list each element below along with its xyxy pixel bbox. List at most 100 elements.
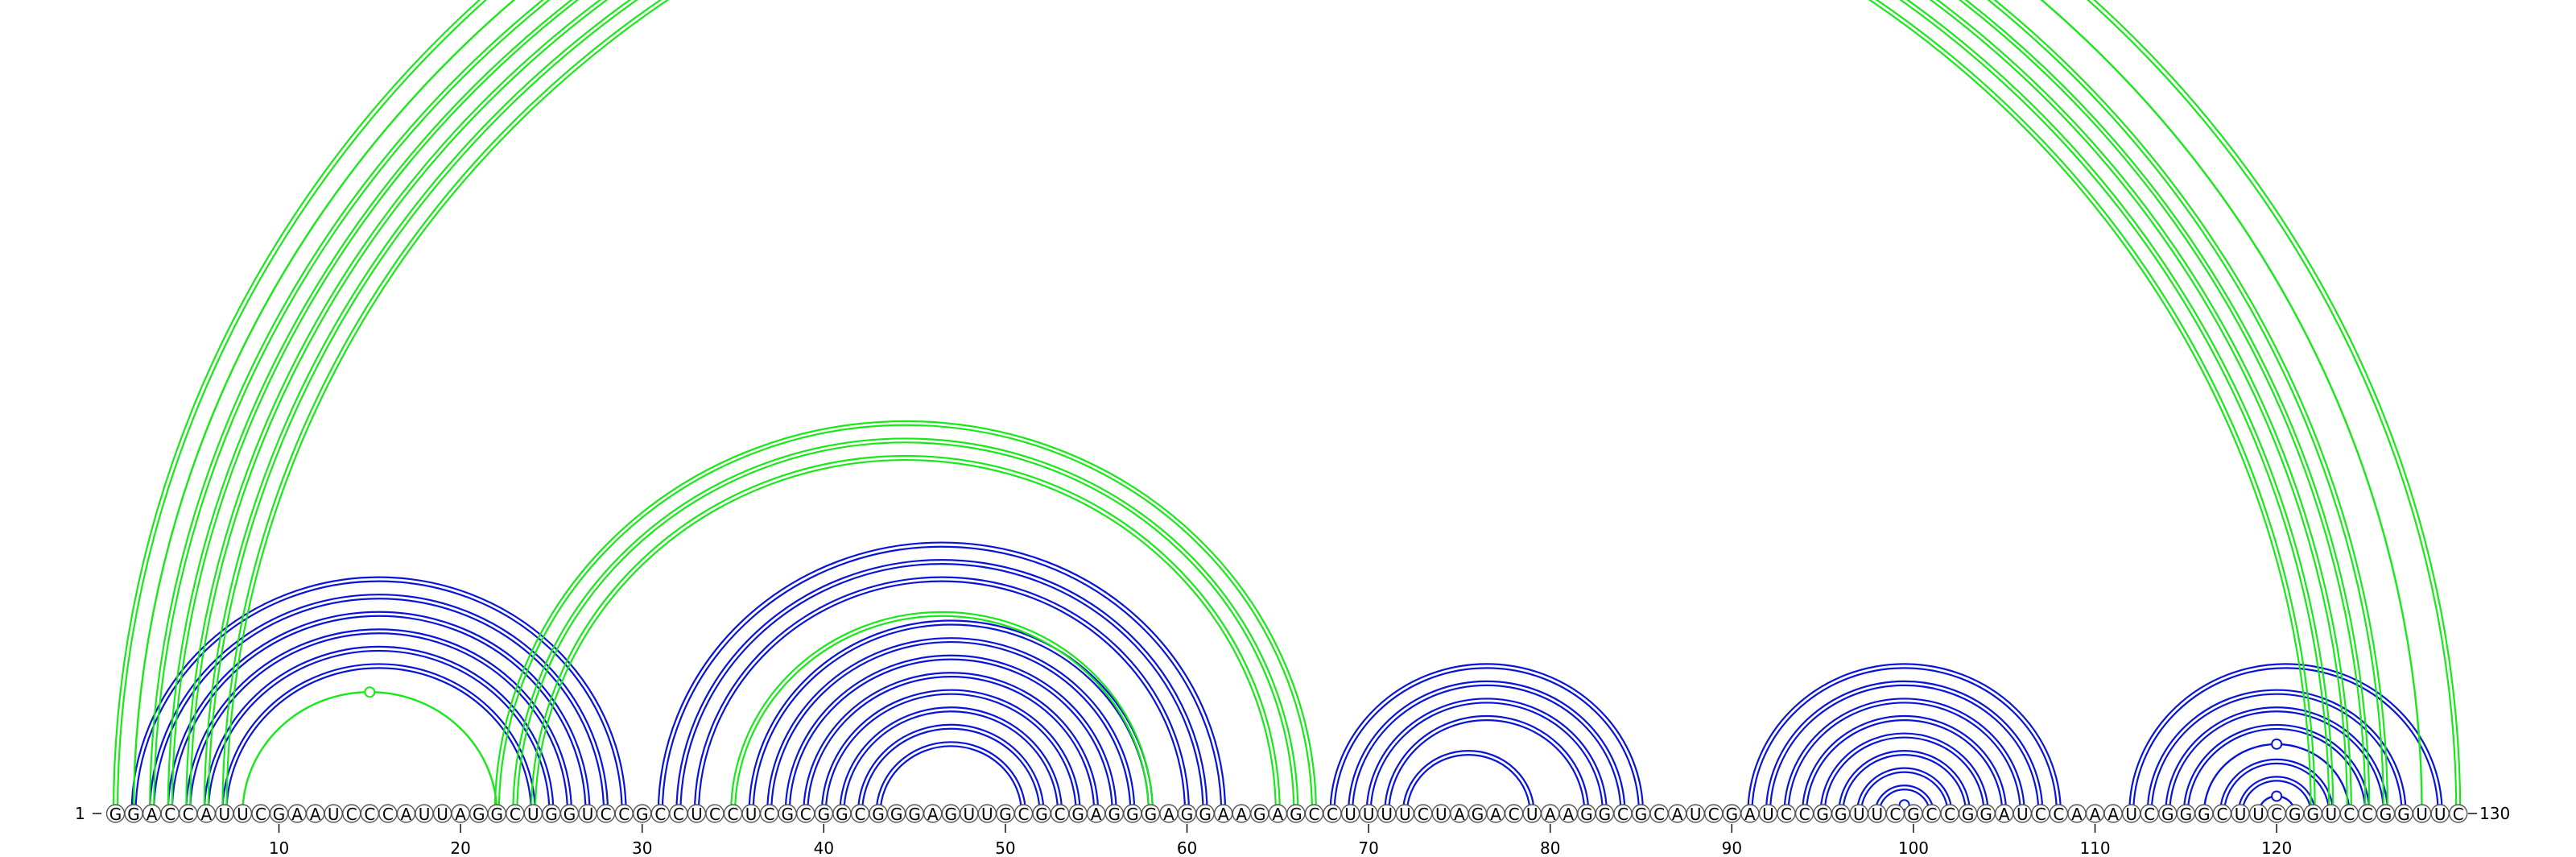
nucleotide-letter: U [1363, 805, 1375, 824]
nucleotide-letter: C [673, 805, 684, 824]
arc-5-124-line-1 [189, 0, 2348, 814]
tick-label-30: 30 [632, 838, 652, 857]
arc-92-107-line-2 [1765, 680, 2044, 814]
arc-1-130-line-1 [116, 0, 2458, 814]
nucleotide-103: G [1958, 804, 1978, 824]
nucleotide-84: C [1613, 804, 1633, 824]
nucleotide-29: C [614, 804, 634, 824]
nucleotide-90: G [1722, 804, 1742, 824]
nucleotide-89: C [1704, 804, 1724, 824]
nucleotide-letter: G [836, 805, 848, 824]
arc-98-101-line-1 [1878, 789, 1931, 814]
nucleotide-letter: U [1871, 805, 1883, 824]
arc-69-84-line-1 [1351, 684, 1622, 814]
arc-68-85-line-2 [1329, 663, 1645, 814]
nucleotide-60: G [1177, 804, 1197, 824]
nucleotide-47: G [941, 804, 960, 824]
nucleotide-letter: G [1907, 805, 1920, 824]
arc-40-54-line-2 [820, 689, 1081, 814]
arc-3-28-line-2 [149, 594, 609, 814]
arc-2-128 [132, 0, 2423, 814]
nucleotide-64: G [1250, 804, 1269, 824]
nucleotide-letter: G [908, 805, 921, 824]
nucleotide-letter: C [1653, 805, 1665, 824]
end-label: 130 [2479, 804, 2510, 823]
arc-23-66-line-2 [512, 437, 1299, 814]
arc-69-84-line-2 [1347, 680, 1626, 814]
nucleotide-letter: C [1926, 805, 1938, 824]
arc-96-103-line-2 [1838, 750, 1971, 814]
nucleotide-10: G [269, 804, 289, 824]
arc-114-126-line-2 [2165, 706, 2389, 814]
nucleotide-letter: C [1781, 805, 1792, 824]
tick-label-70: 70 [1358, 838, 1378, 857]
nucleotide-5: C [179, 804, 198, 824]
nucleotide-letter: U [582, 805, 594, 824]
arc-6-123-line-2 [203, 0, 2334, 814]
nucleotide-98: U [1868, 804, 1887, 824]
nucleotide-letter: A [200, 805, 212, 824]
nucleotide-letter: G [1816, 805, 1829, 824]
arc-1-130-line-2 [112, 0, 2462, 814]
arc-43-51-line-2 [875, 741, 1027, 814]
nucleotide-letter: C [2035, 805, 2046, 824]
nucleotide-88: U [1686, 804, 1705, 824]
arc-42-52-line-2 [857, 723, 1045, 814]
nucleotide-letter: G [1962, 805, 1975, 824]
nucleotide-letter: U [1381, 805, 1393, 824]
nucleotide-115: G [2176, 804, 2196, 824]
nucleotide-letter: C [164, 805, 175, 824]
nucleotide-letter: C [255, 805, 266, 824]
nucleotide-letter: U [981, 805, 993, 824]
nucleotide-letter: A [1218, 805, 1229, 824]
nucleotide-letter: C [2362, 805, 2373, 824]
nucleotide-51: C [1013, 804, 1034, 824]
nucleotide-letter: U [419, 805, 431, 824]
nucleotide-58: G [1141, 804, 1161, 824]
nucleotide-21: G [469, 804, 489, 824]
nucleotide-67: C [1304, 804, 1324, 824]
arc-3-28-line-1 [153, 598, 605, 814]
nucleotide-74: U [1431, 804, 1451, 824]
axis-layer: 1 130 [75, 804, 2510, 823]
nucleotide-65: A [1268, 804, 1288, 824]
nucleotide-125: C [2358, 804, 2377, 824]
nucleotide-105: A [1995, 804, 2014, 824]
nucleotide-letter: C [1418, 805, 1429, 824]
nucleotide-letter: G [2289, 805, 2301, 824]
nucleotide-letter: C [1055, 805, 1066, 824]
nucleotide-86: C [1649, 804, 1669, 824]
arc-39-55-line-2 [803, 672, 1100, 814]
nucleotide-110: A [2085, 804, 2105, 824]
nucleotide-87: A [1667, 804, 1687, 824]
nucleotide-letter: A [1490, 805, 1501, 824]
arc-112-129-line-2 [2128, 663, 2443, 814]
nucleotide-letter: A [1272, 805, 1283, 824]
nucleotide-101: C [1922, 804, 1942, 824]
nucleotide-letter: U [237, 805, 249, 824]
arc-72-79-line-1 [1406, 754, 1531, 814]
nucleotide-letter: C [1327, 805, 1338, 824]
nucleotide-letter: U [2434, 805, 2446, 824]
arc-38-56-line-1 [788, 658, 1113, 814]
arc-2-29-line-1 [134, 580, 623, 814]
nucleotide-53: C [1050, 804, 1070, 824]
nucleotide-letter: A [1672, 805, 1683, 824]
arc-37-57-line-1 [770, 641, 1132, 814]
arc-117-123-line-2 [2219, 758, 2334, 814]
nucleotide-letter: A [291, 805, 303, 824]
nucleotide-letter: G [1071, 805, 1084, 824]
nucleotide-119: U [2248, 804, 2268, 824]
nucleotide-letter: C [1617, 805, 1629, 824]
nucleotide-6: A [196, 804, 216, 824]
nucleotide-69: U [1340, 804, 1360, 824]
nucleotide-letter: U [2017, 805, 2029, 824]
nucleotide-71: U [1377, 804, 1397, 824]
nucleotide-letter: A [1236, 805, 1247, 824]
nucleotide-17: A [396, 804, 416, 824]
nucleotide-57: G [1123, 804, 1142, 824]
arc-93-106-line-2 [1783, 698, 2025, 814]
arc-113-127-line-2 [2146, 689, 2407, 814]
nucleotide-23: C [506, 804, 525, 824]
